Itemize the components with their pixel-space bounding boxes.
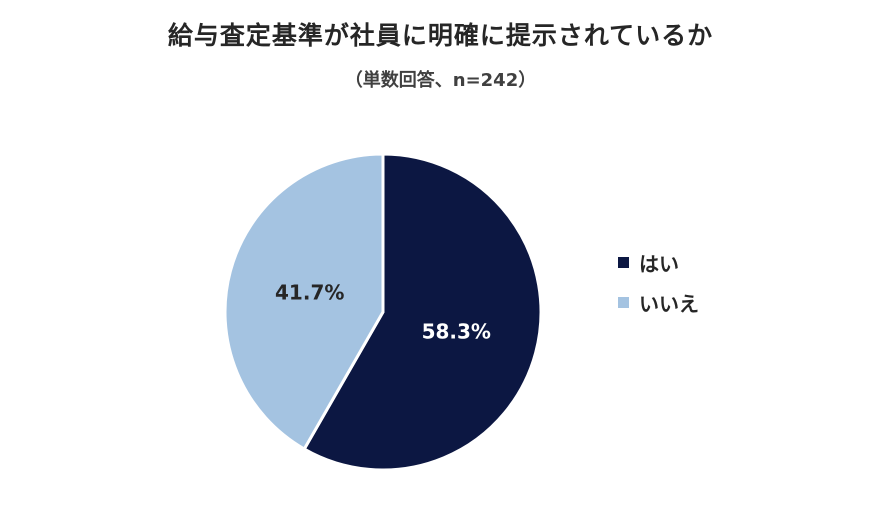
legend-item-no: いいえ — [618, 290, 699, 316]
legend-swatch-no — [618, 296, 629, 308]
pie-label-yes: 58.3% — [422, 320, 491, 344]
chart-subtitle: （単数回答、n=242） — [344, 70, 537, 91]
pie-slice-no — [223, 152, 385, 452]
legend: はい いいえ — [618, 250, 699, 330]
legend-item-yes: はい — [618, 250, 699, 276]
pie-slice-yes — [302, 152, 543, 472]
legend-label-no: いいえ — [639, 291, 699, 316]
legend-swatch-yes — [618, 256, 629, 268]
chart-title: 給与査定基準が社員に明確に提示されているか — [167, 21, 714, 50]
legend-label-yes: はい — [639, 251, 679, 276]
pie-label-no: 41.7% — [275, 280, 344, 304]
